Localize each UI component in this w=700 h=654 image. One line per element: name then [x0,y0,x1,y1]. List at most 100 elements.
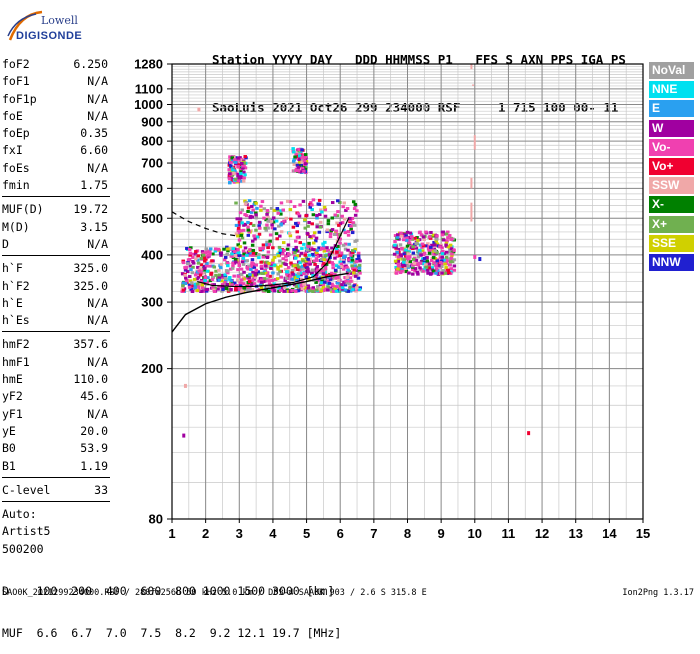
echo-point [311,286,316,290]
echo-point [274,219,279,223]
param-name: foEp [2,126,30,141]
echo-point [392,252,397,256]
echo-point [194,250,198,254]
echo-point [323,208,328,212]
param-value: 357.6 [73,337,108,352]
echo-point [343,242,348,246]
echo-point [257,232,262,236]
echo-point [250,266,255,270]
param-name: hmF1 [2,354,30,369]
echo-point [393,259,398,263]
echo-point [189,287,193,291]
echo-point [314,273,319,277]
echo-point [427,251,432,255]
echo-point [399,231,403,235]
param-value: N/A [87,354,108,369]
param-name: yF1 [2,406,23,421]
echo-point [448,260,453,264]
legend-item-sse: SSE [649,234,694,252]
param-row: M(D) 3.15 [2,219,110,236]
echo-point [181,259,185,263]
echo-point [315,248,320,252]
echo-point [292,163,297,167]
echo-point [331,284,335,288]
echo-point [440,271,444,275]
echo-point [400,267,404,271]
echo-point [241,228,246,232]
echo-point [425,256,429,260]
echo-point [434,271,438,275]
echo-point [419,233,424,237]
echo-point [293,239,298,243]
echo-point [527,431,531,436]
interference-stripe [473,135,476,150]
echo-point [239,170,243,174]
echo-point [191,260,195,264]
param-name: B0 [2,441,16,456]
panel-divider [2,501,110,503]
echo-point [185,279,189,283]
echo-point [276,265,280,269]
echo-point [271,258,275,262]
echo-point [301,165,306,169]
echo-point [261,246,266,250]
echo-point [247,282,251,286]
echo-point [404,248,408,252]
echo-point [337,278,341,282]
param-value: 53.9 [80,441,108,456]
param-value: 0.35 [80,126,108,141]
echo-point [323,214,328,218]
echo-point [288,200,293,204]
interference-stripe [470,177,473,189]
echo-point [449,247,454,251]
echo-point [294,152,298,156]
echo-point [257,224,261,228]
echo-point [294,256,298,260]
echo-point [244,200,249,204]
legend-item-vo-: Vo+ [649,157,694,175]
echo-point [204,264,209,268]
echo-point [265,243,269,247]
echo-point [234,156,238,160]
param-value: N/A [87,160,108,175]
echo-point [350,266,355,270]
echo-point [229,246,233,250]
echo-point [400,247,404,251]
echo-point [270,261,275,265]
echo-point [185,246,189,250]
logo-swoosh-icon [7,10,43,41]
echo-point [307,220,311,224]
echo-point [336,199,340,203]
echo-point [346,248,350,252]
echo-point [258,226,262,230]
echo-point [303,155,308,159]
echo-point [447,263,452,267]
echo-point [315,216,319,220]
echo-point [407,271,411,275]
echo-point [422,262,426,266]
param-name: MUF(D) [2,202,44,217]
param-name: foF2 [2,57,30,71]
echo-point [326,248,331,252]
muf-table: D 100 200 400 600 800 1000 1500 3000 [km… [2,556,341,654]
echo-point [236,260,241,264]
echo-point [342,201,347,205]
echo-point [321,247,326,251]
echo-point [404,263,408,267]
echo-point [427,266,432,270]
echo-point [420,249,425,253]
echo-point [243,166,248,170]
echo-point [304,286,309,290]
echo-point [352,273,356,277]
echo-point [276,272,280,276]
y-tick-label: 200 [141,361,163,376]
param-row: MUF(D) 19.72 [2,201,110,218]
param-value: 6.250 [73,57,108,71]
echo-point [348,289,353,293]
echo-point [198,282,203,286]
echo-point [263,268,268,272]
echo-point [408,260,413,264]
echo-point [353,274,358,278]
echo-point [188,279,193,283]
x-tick-label: 13 [568,526,582,541]
